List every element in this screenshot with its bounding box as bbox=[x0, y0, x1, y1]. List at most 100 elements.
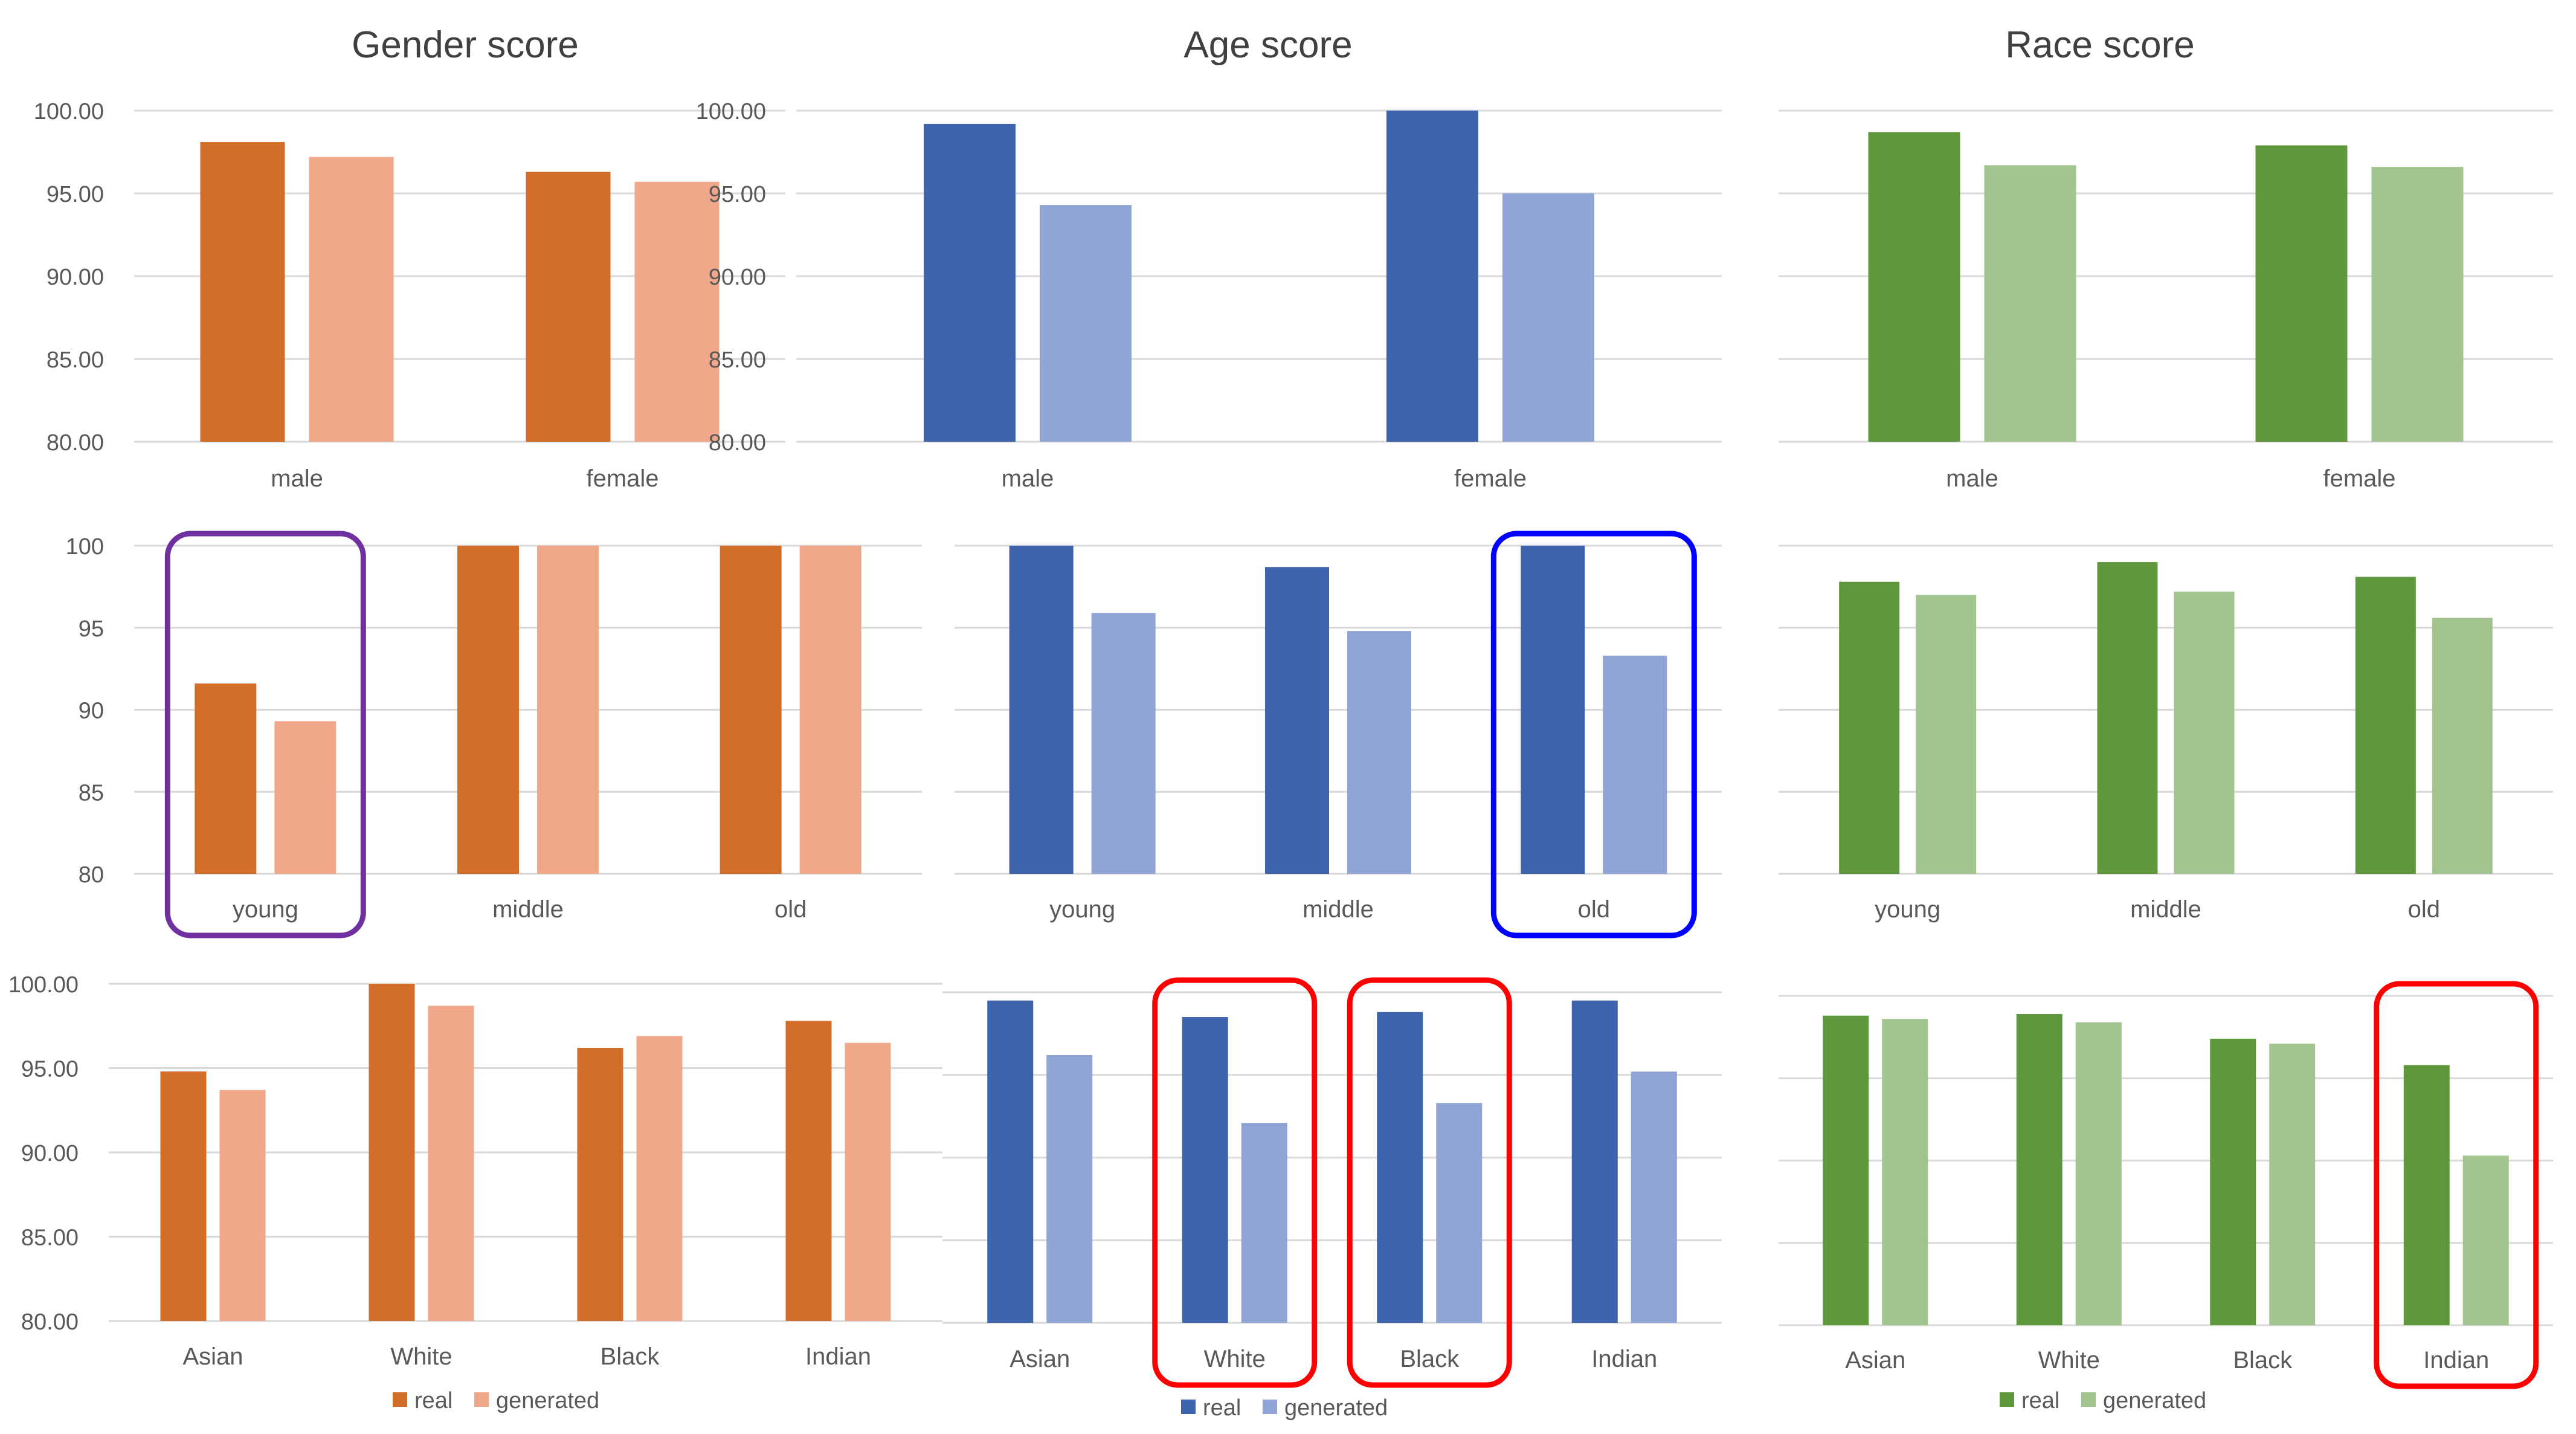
category-label: Asian bbox=[1009, 1346, 1070, 1372]
category-label: old bbox=[774, 896, 807, 923]
highlight-box-blue bbox=[1490, 531, 1697, 938]
legend-label-real: real bbox=[414, 1388, 452, 1413]
legend-label-real: real bbox=[2021, 1388, 2059, 1413]
bar-generated-asian bbox=[1046, 1055, 1093, 1323]
category-label: Black bbox=[601, 1343, 660, 1370]
y-tick-label: 100 bbox=[66, 534, 104, 560]
category-label: White bbox=[390, 1343, 452, 1370]
y-tick-label: 90.00 bbox=[47, 265, 104, 290]
legend-swatch-real bbox=[2000, 1392, 2014, 1407]
y-tick-label: 85.00 bbox=[21, 1226, 79, 1251]
bar-generated-young bbox=[1091, 613, 1156, 874]
bar-real-male bbox=[200, 142, 285, 442]
legend-label-real: real bbox=[1203, 1395, 1241, 1421]
highlight-box-red bbox=[1152, 977, 1318, 1388]
bar-real-black bbox=[2210, 1038, 2256, 1325]
bar-generated-male bbox=[309, 157, 394, 442]
legend-label-generated: generated bbox=[2103, 1388, 2206, 1413]
y-tick-label: 90 bbox=[79, 699, 104, 724]
category-label: White bbox=[2038, 1347, 2100, 1374]
y-tick-label: 80.00 bbox=[21, 1310, 79, 1335]
category-label: male bbox=[271, 465, 323, 492]
bar-real-young bbox=[195, 683, 257, 874]
bar-generated-asian bbox=[1882, 1019, 1928, 1325]
bar-generated-old bbox=[799, 546, 861, 874]
bar-generated-old bbox=[2432, 618, 2493, 874]
legend-swatch-real bbox=[393, 1392, 407, 1407]
bar-real-white bbox=[2016, 1013, 2062, 1325]
bar-generated-indian bbox=[1631, 1071, 1677, 1323]
y-tick-label: 100.00 bbox=[34, 99, 104, 124]
column-title-race: Race score bbox=[2005, 24, 2195, 66]
category-label: female bbox=[2323, 465, 2395, 492]
bar-generated-black bbox=[2269, 1044, 2316, 1325]
y-tick-label: 85 bbox=[79, 780, 104, 806]
y-tick-label: 95.00 bbox=[709, 182, 766, 207]
bar-generated-black bbox=[636, 1036, 683, 1321]
legend-swatch-generated bbox=[1263, 1400, 1277, 1414]
bar-generated-indian bbox=[845, 1042, 891, 1321]
category-label: Indian bbox=[1591, 1346, 1657, 1372]
y-tick-label: 80 bbox=[79, 862, 104, 888]
y-tick-label: 100.00 bbox=[696, 99, 766, 124]
highlight-box-red bbox=[2374, 981, 2539, 1389]
legend-swatch-generated bbox=[474, 1392, 489, 1407]
bar-real-indian bbox=[785, 1021, 832, 1321]
category-label: middle bbox=[492, 896, 564, 923]
bar-generated-old bbox=[1603, 655, 1667, 874]
bar-real-asian bbox=[160, 1071, 207, 1321]
category-label: male bbox=[1946, 465, 1998, 492]
bar-real-middle bbox=[1265, 567, 1329, 874]
bar-generated-middle bbox=[537, 546, 599, 874]
bar-real-black bbox=[1377, 1012, 1423, 1323]
y-tick-label: 90.00 bbox=[21, 1141, 79, 1166]
category-label: old bbox=[2408, 896, 2440, 923]
y-tick-label: 80.00 bbox=[709, 430, 766, 456]
bar-real-white bbox=[1182, 1017, 1228, 1323]
category-label: middle bbox=[2130, 896, 2201, 923]
legend-label-generated: generated bbox=[1284, 1395, 1388, 1421]
column-title-gender: Gender score bbox=[352, 24, 579, 66]
category-label: Black bbox=[2233, 1347, 2293, 1374]
bar-real-young bbox=[1839, 581, 1900, 874]
bar-generated-middle bbox=[2174, 592, 2235, 874]
y-tick-label: 95.00 bbox=[47, 182, 104, 207]
bar-generated-asian bbox=[219, 1090, 266, 1321]
bar-real-indian bbox=[1571, 1000, 1618, 1323]
category-label: Asian bbox=[182, 1343, 243, 1370]
category-label: female bbox=[1454, 465, 1527, 492]
bar-generated-male bbox=[1040, 205, 1132, 442]
bar-generated-white bbox=[1241, 1123, 1287, 1323]
category-label: young bbox=[233, 896, 298, 923]
bar-real-asian bbox=[987, 1000, 1034, 1323]
y-tick-label: 80.00 bbox=[47, 430, 104, 456]
bar-generated-white bbox=[428, 1006, 474, 1321]
category-label: young bbox=[1875, 896, 1940, 923]
category-label: Indian bbox=[805, 1343, 871, 1370]
category-label: male bbox=[1002, 465, 1054, 492]
bar-real-old bbox=[2355, 577, 2416, 874]
bar-real-middle bbox=[2097, 562, 2158, 874]
bar-real-middle bbox=[457, 546, 519, 874]
y-tick-label: 85.00 bbox=[709, 347, 766, 373]
category-label: old bbox=[1578, 896, 1610, 923]
bar-generated-female bbox=[1502, 193, 1594, 442]
bar-generated-white bbox=[2075, 1022, 2122, 1325]
y-tick-label: 95 bbox=[79, 616, 104, 642]
category-label: Asian bbox=[1845, 1347, 1905, 1374]
category-label: Indian bbox=[2423, 1347, 2489, 1374]
y-tick-label: 100.00 bbox=[8, 972, 79, 998]
bar-generated-male bbox=[1984, 165, 2076, 442]
category-label: female bbox=[586, 465, 658, 492]
bar-real-male bbox=[924, 123, 1016, 442]
bar-real-male bbox=[1868, 132, 1960, 442]
legend-swatch-real bbox=[1181, 1400, 1196, 1414]
y-tick-label: 85.00 bbox=[47, 347, 104, 373]
y-tick-label: 95.00 bbox=[21, 1057, 79, 1082]
category-label: Black bbox=[1400, 1346, 1460, 1372]
bar-generated-middle bbox=[1347, 631, 1411, 874]
category-label: young bbox=[1049, 896, 1115, 923]
bar-generated-female bbox=[2371, 167, 2464, 442]
